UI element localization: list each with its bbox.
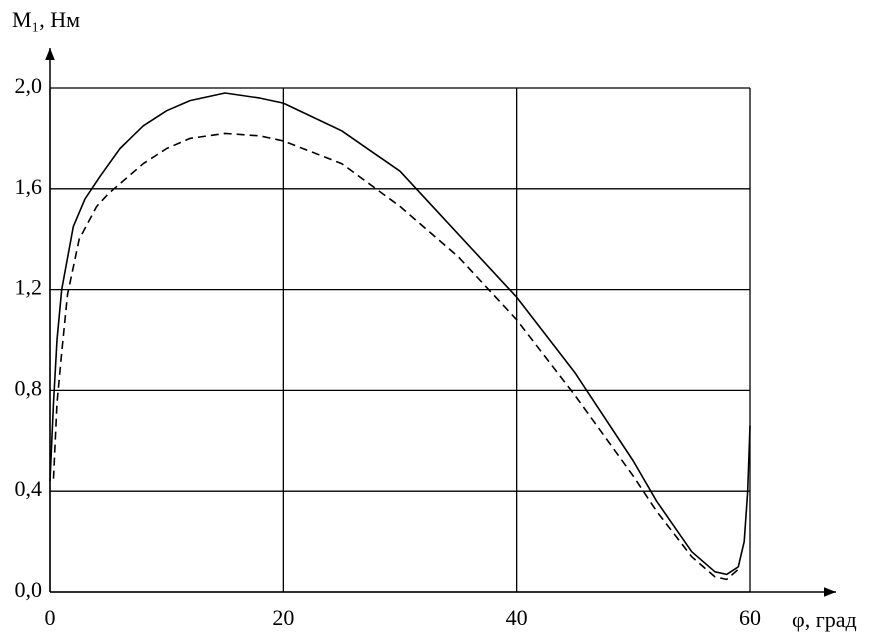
x-tick-label: 60 <box>739 605 761 630</box>
y-tick-label: 1,6 <box>15 174 43 199</box>
y-tick-label: 0,8 <box>15 375 43 400</box>
x-tick-label: 0 <box>45 605 56 630</box>
x-axis-label: φ, град <box>792 607 857 632</box>
line-series <box>52 132 739 581</box>
y-tick-label: 0,4 <box>15 476 43 501</box>
y-tick-label: 1,2 <box>15 275 43 300</box>
line-series <box>49 92 751 576</box>
y-tick-label: 2,0 <box>15 73 43 98</box>
x-tick-label: 40 <box>506 605 528 630</box>
x-tick-label: 20 <box>272 605 294 630</box>
y-tick-label: 0,0 <box>15 577 43 602</box>
y-axis-label: M₁, Нм <box>12 7 80 32</box>
